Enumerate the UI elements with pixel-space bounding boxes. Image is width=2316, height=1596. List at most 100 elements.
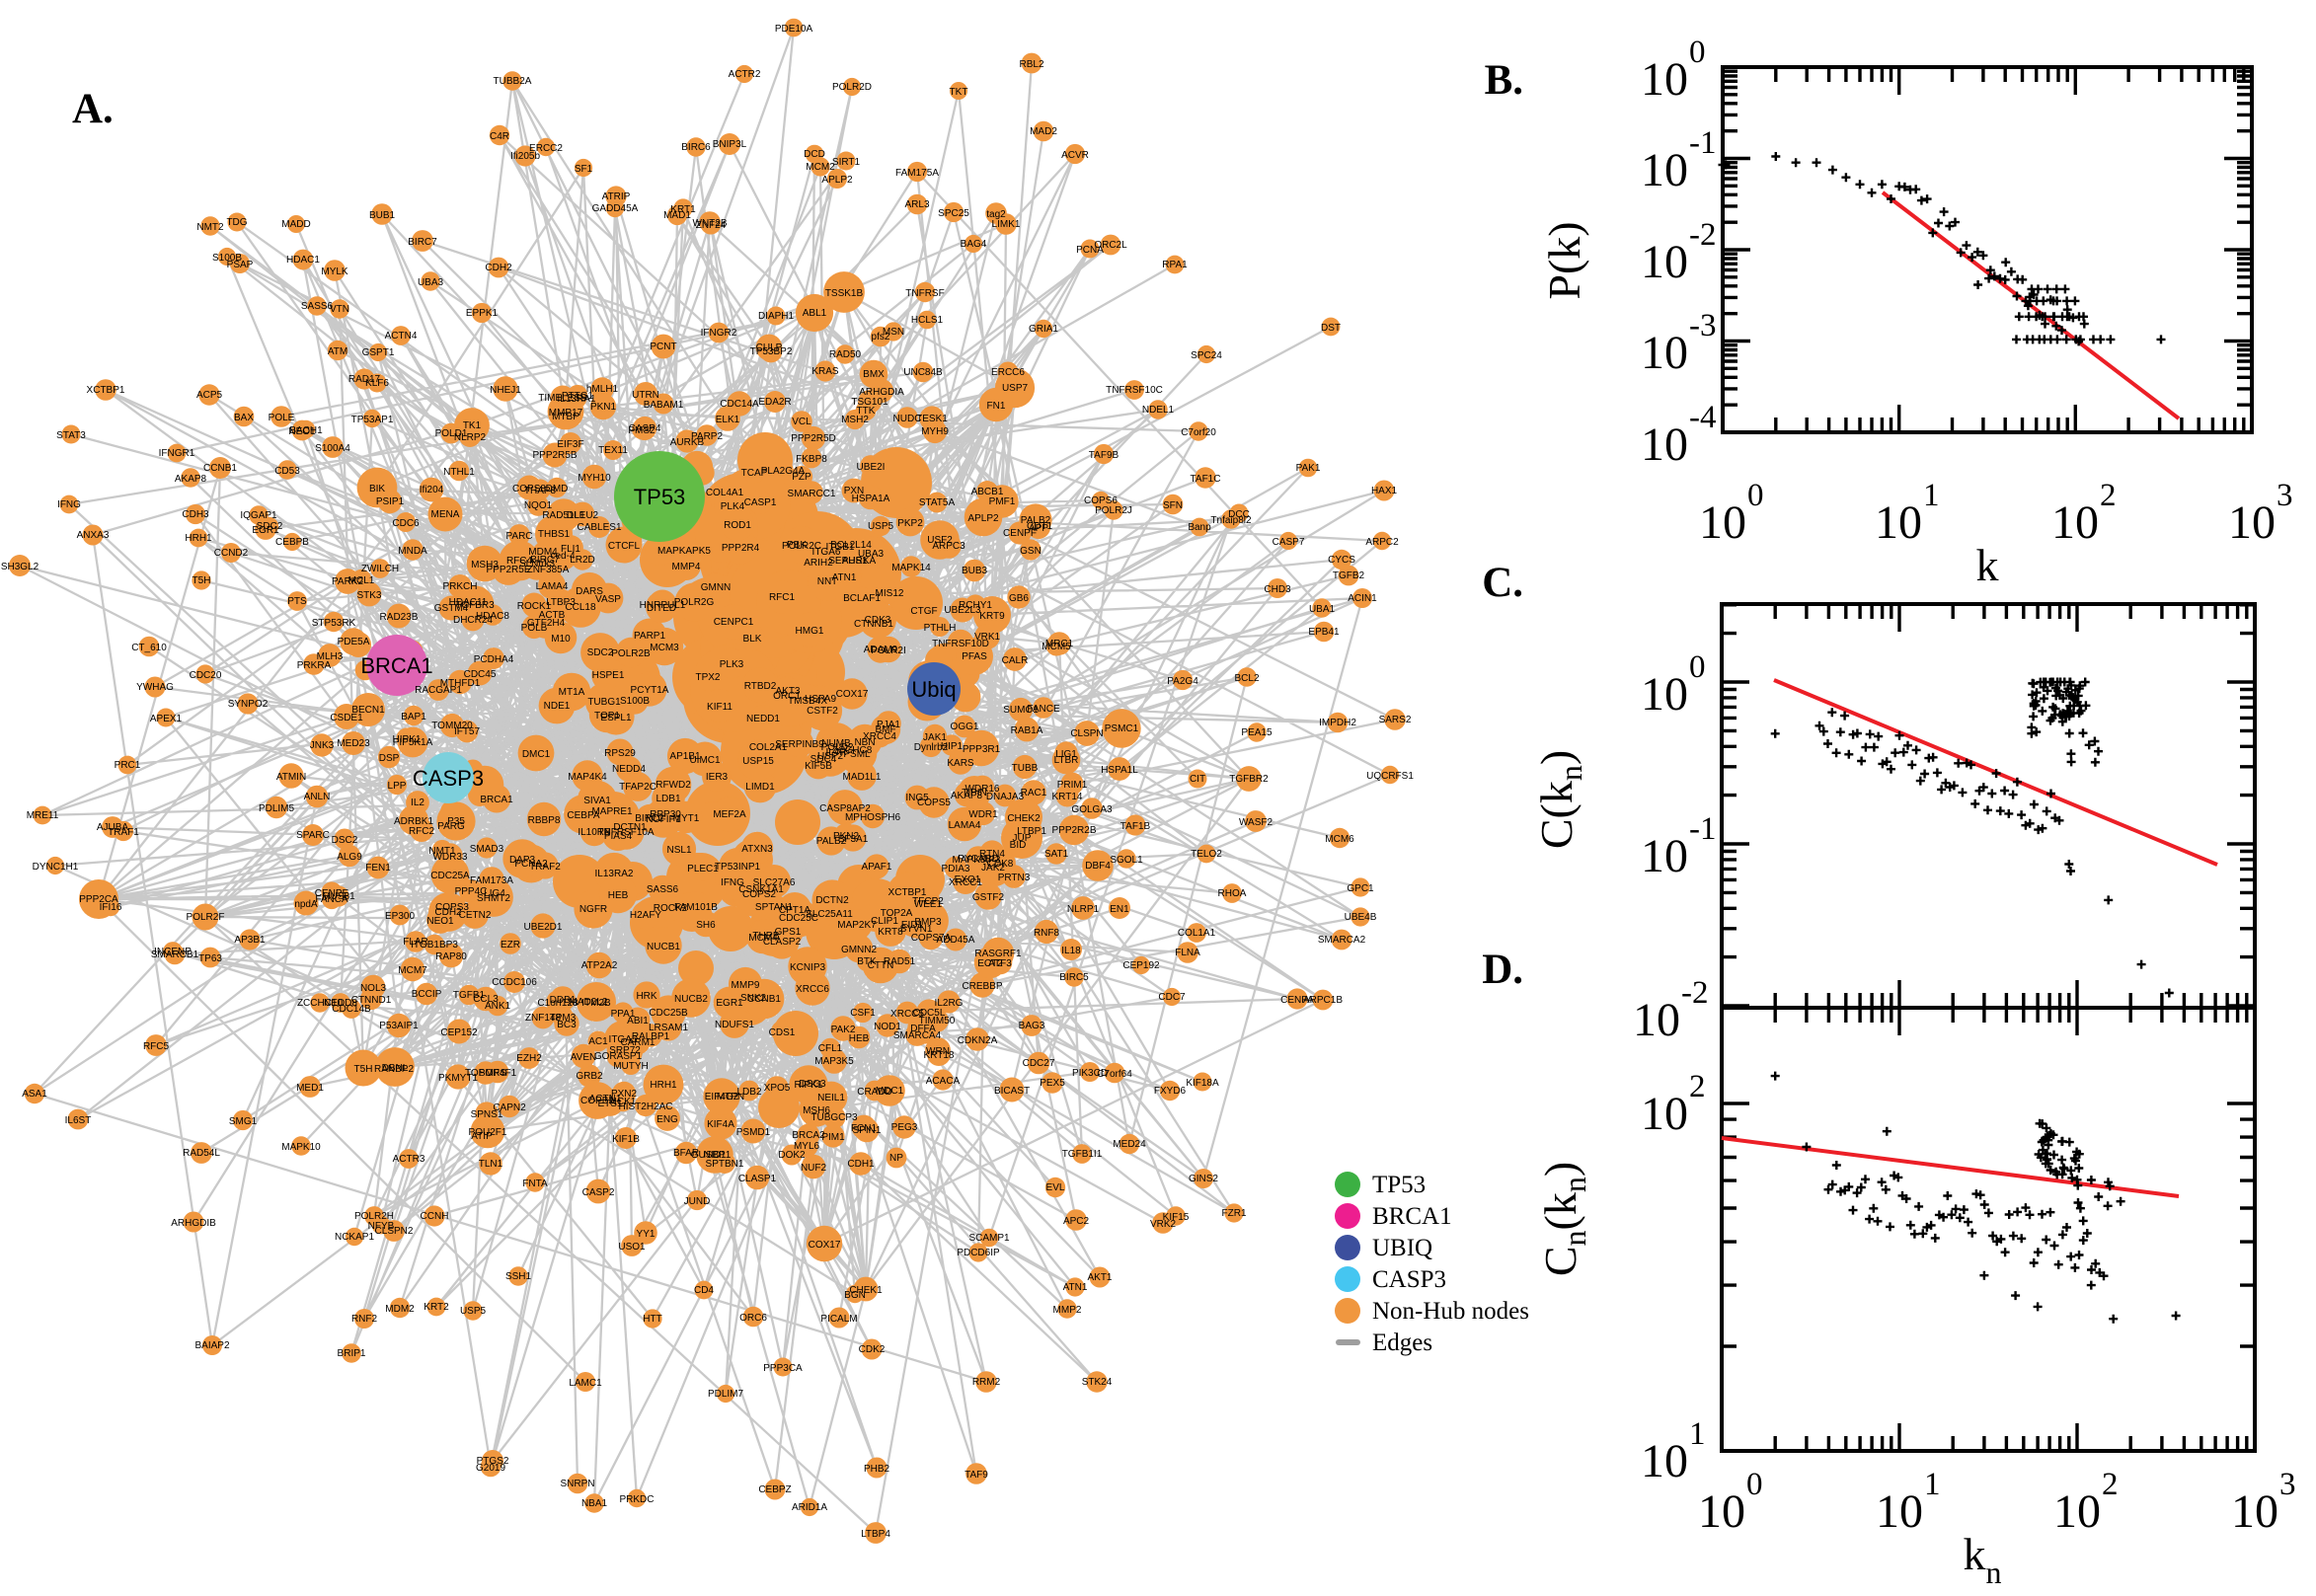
svg-text:BAP1: BAP1 [401, 712, 426, 722]
svg-text:PTGS2: PTGS2 [477, 1456, 509, 1467]
svg-text:CDC27: CDC27 [1023, 1058, 1055, 1069]
svg-text:KARS: KARS [947, 758, 974, 769]
svg-text:T5H: T5H [354, 1064, 373, 1075]
svg-text:C(kn): C(kn) [1531, 750, 1588, 849]
svg-text:NEIL1: NEIL1 [817, 1093, 845, 1103]
svg-text:GSN: GSN [1020, 546, 1042, 557]
svg-text:CSDE1: CSDE1 [330, 713, 363, 723]
svg-text:0: 0 [1689, 35, 1706, 70]
svg-text:ROCK1: ROCK1 [517, 601, 552, 612]
svg-text:FAM175A: FAM175A [895, 168, 939, 179]
svg-text:UBA3: UBA3 [418, 277, 444, 288]
svg-text:POLR2J: POLR2J [1095, 505, 1132, 516]
svg-text:PXN: PXN [844, 486, 865, 496]
svg-text:PKP2: PKP2 [897, 518, 923, 529]
svg-text:CHEK2: CHEK2 [1007, 813, 1041, 824]
svg-text:CENPA: CENPA [1280, 995, 1314, 1006]
svg-text:BAG3: BAG3 [1019, 1021, 1045, 1031]
svg-text:3: 3 [2277, 478, 2293, 513]
svg-text:AC1: AC1 [588, 1036, 608, 1047]
svg-text:PARG: PARG [437, 821, 465, 832]
svg-text:ADAM9: ADAM9 [864, 645, 898, 655]
svg-text:COL4A1: COL4A1 [706, 488, 744, 498]
svg-text:DBF4: DBF4 [1085, 861, 1111, 872]
svg-text:KIF11: KIF11 [707, 702, 733, 713]
svg-text:DSP: DSP [379, 753, 400, 764]
svg-text:MCL1: MCL1 [348, 575, 375, 586]
svg-text:CEBPB: CEBPB [275, 537, 309, 548]
svg-text:SYNPO2: SYNPO2 [228, 699, 269, 710]
svg-text:WRN: WRN [926, 1046, 950, 1057]
svg-text:LTBP3: LTBP3 [546, 597, 576, 608]
svg-text:KRAS: KRAS [811, 366, 839, 377]
svg-text:ITGA6: ITGA6 [812, 547, 841, 558]
svg-text:PARK2: PARK2 [332, 576, 363, 587]
svg-text:FNTA: FNTA [522, 1178, 548, 1189]
svg-text:TAF1B: TAF1B [1120, 821, 1151, 832]
svg-text:PCNA: PCNA [1076, 245, 1104, 256]
svg-text:PLEC1: PLEC1 [687, 864, 719, 874]
svg-text:MCM6: MCM6 [1325, 834, 1354, 845]
svg-text:EZH2: EZH2 [516, 1053, 542, 1064]
svg-text:MED23: MED23 [337, 738, 370, 749]
svg-text:10: 10 [1641, 327, 1688, 379]
svg-text:BIK: BIK [369, 484, 385, 494]
svg-text:SMG1: SMG1 [229, 1116, 258, 1127]
svg-text:RFC2: RFC2 [409, 826, 435, 837]
svg-text:MAD1: MAD1 [663, 210, 691, 221]
svg-text:ETS1: ETS1 [597, 1099, 622, 1109]
svg-text:BACH1: BACH1 [289, 425, 323, 436]
svg-text:EPB41: EPB41 [1308, 627, 1340, 638]
svg-text:CSF1: CSF1 [850, 1008, 876, 1019]
svg-text:MAD1L1: MAD1L1 [843, 772, 882, 783]
svg-text:TNFRSF: TNFRSF [905, 288, 944, 299]
svg-text:PIP5K1A: PIP5K1A [393, 737, 433, 748]
svg-text:PDLIM7: PDLIM7 [708, 1389, 744, 1400]
svg-text:UNC84B: UNC84B [903, 367, 943, 378]
svg-text:BC3: BC3 [557, 1020, 577, 1030]
svg-text:BRIP1: BRIP1 [338, 1348, 366, 1359]
svg-text:SMF4F1: SMF4F1 [479, 1068, 517, 1079]
svg-text:P(k): P(k) [1539, 221, 1589, 299]
svg-text:MIS12: MIS12 [876, 588, 904, 599]
svg-text:RPP30: RPP30 [650, 809, 681, 820]
svg-text:PDLIM5: PDLIM5 [259, 803, 295, 814]
svg-text:10: 10 [1641, 830, 1688, 882]
svg-text:FANCA: FANCA [315, 894, 348, 905]
svg-text:KRT14: KRT14 [1052, 792, 1083, 802]
svg-text:RAD51: RAD51 [884, 956, 916, 967]
svg-text:SSH1: SSH1 [505, 1271, 532, 1282]
svg-text:MAP4K4: MAP4K4 [568, 772, 607, 783]
svg-text:Tnfaip8l2: Tnfaip8l2 [1210, 515, 1252, 526]
svg-text:PRKRA: PRKRA [297, 660, 332, 671]
svg-text:NNT: NNT [817, 576, 838, 587]
svg-text:BIRC6: BIRC6 [681, 142, 711, 153]
svg-text:HDAC8: HDAC8 [476, 611, 509, 622]
svg-text:FKBP8: FKBP8 [796, 454, 827, 465]
svg-text:3: 3 [2279, 1467, 2296, 1502]
svg-text:LAMA4: LAMA4 [536, 581, 569, 592]
svg-text:BRCA1: BRCA1 [1372, 1203, 1452, 1230]
svg-text:NEO1: NEO1 [426, 916, 454, 927]
svg-text:10: 10 [1875, 496, 1922, 549]
svg-text:RRM2: RRM2 [972, 1377, 1001, 1388]
svg-text:HAX1: HAX1 [1371, 486, 1398, 496]
svg-text:-2: -2 [1681, 975, 1709, 1011]
svg-text:PRIM1: PRIM1 [1057, 780, 1088, 791]
svg-text:HIPK1: HIPK1 [393, 734, 422, 745]
svg-text:KRT8: KRT8 [878, 927, 903, 938]
svg-text:MAD2L2: MAD2L2 [570, 997, 608, 1008]
svg-text:RAB1A: RAB1A [1011, 725, 1043, 736]
svg-text:ARID1A: ARID1A [792, 1502, 827, 1513]
svg-text:APLP2: APLP2 [821, 175, 853, 186]
svg-text:DHCR24: DHCR24 [453, 615, 493, 626]
svg-text:RFWD2: RFWD2 [656, 780, 691, 791]
svg-text:NFYB: NFYB [368, 1221, 395, 1232]
svg-text:MTPN: MTPN [717, 1092, 744, 1102]
svg-text:DARS: DARS [576, 586, 603, 597]
svg-text:BIRC7: BIRC7 [408, 237, 437, 248]
svg-text:CIT: CIT [1190, 774, 1205, 785]
svg-text:Ifi205b: Ifi205b [510, 151, 540, 162]
svg-text:FLNA: FLNA [1175, 948, 1200, 958]
svg-text:PDE5A: PDE5A [338, 637, 370, 647]
